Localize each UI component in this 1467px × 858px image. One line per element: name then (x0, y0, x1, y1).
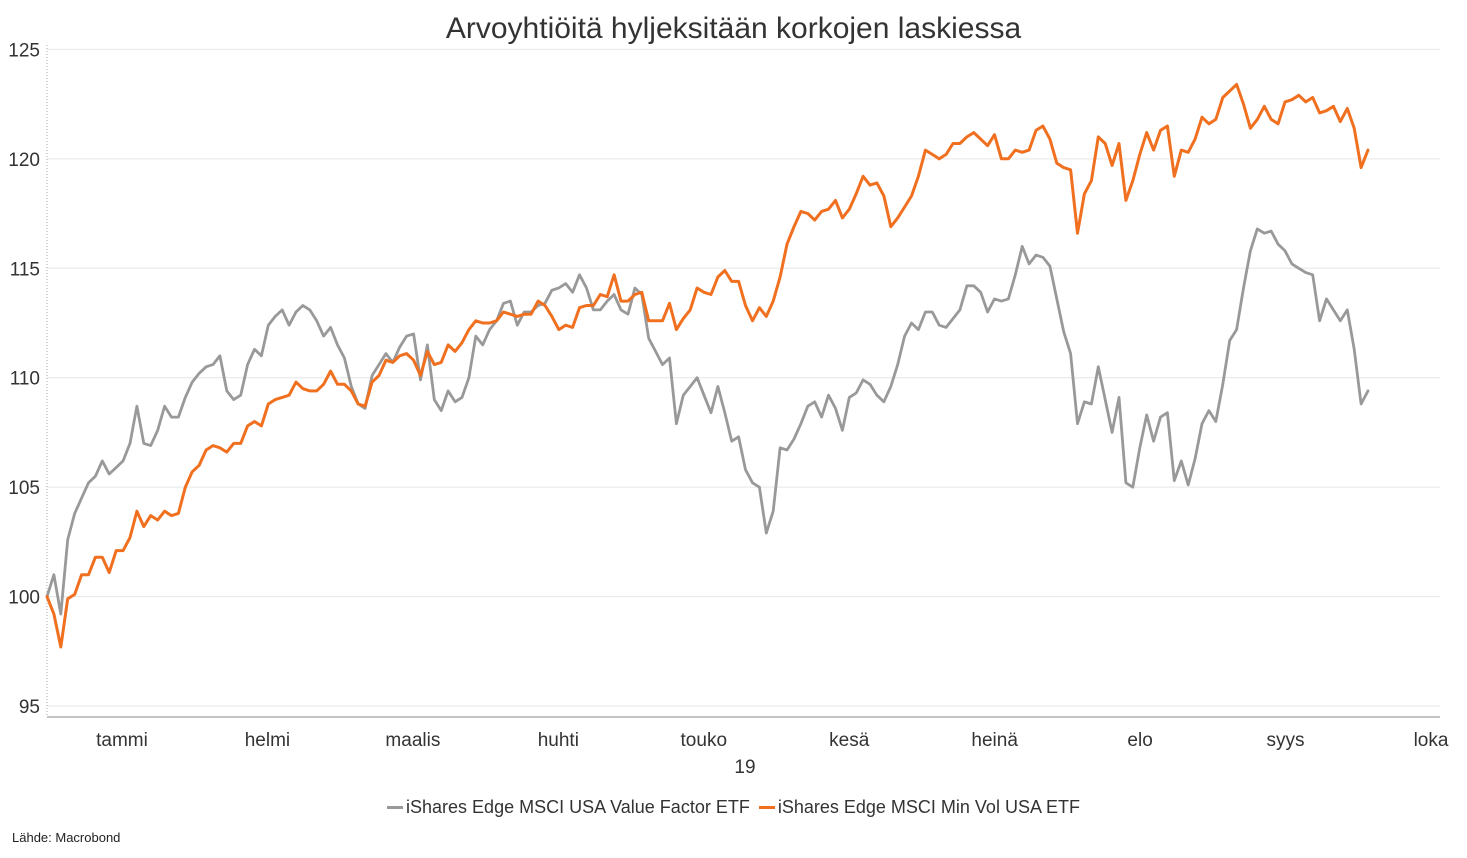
x-tick-label-huhti: huhti (538, 730, 579, 751)
x-tick-label-touko: touko (681, 730, 727, 751)
y-tick-label-115: 115 (10, 259, 40, 280)
series-line-value-factor (45, 227, 1370, 616)
gridlines (47, 48, 1440, 707)
y-tick-label-95: 95 (19, 697, 40, 718)
x-tick-label-helmi: helmi (245, 730, 290, 751)
chart-title: Arvoyhtiöitä hyljeksitään korkojen laski… (445, 12, 1022, 45)
tick-labels: 95 100 105 110 115 120 125 tammi helmi maalis huht… (8, 40, 1449, 778)
x-tick-label-kesä: kesä (829, 730, 870, 751)
x-tick-label-syys: syys (1267, 730, 1305, 751)
y-tick-label-105: 105 (8, 478, 40, 499)
axes (46, 45, 1440, 718)
y-tick-label-120: 120 (8, 150, 40, 171)
y-tick-label-125: 125 (8, 40, 40, 61)
x-tick-label-tammi: tammi (96, 730, 148, 751)
x-tick-label-loka: loka (1414, 730, 1449, 751)
x-tick-label-heinä: heinä (971, 730, 1018, 751)
y-tick-label-110: 110 (10, 369, 40, 390)
series-lines (45, 82, 1370, 649)
series-line-min-vol (45, 82, 1370, 649)
legend-label-value-factor: iShares Edge MSCI USA Value Factor ETF (406, 797, 750, 817)
legend-item-value-factor: iShares Edge MSCI USA Value Factor ETF (387, 797, 750, 818)
x-year-label: 19 (734, 757, 755, 778)
legend-swatch-min-vol (758, 806, 775, 809)
x-tick-label-elo: elo (1127, 730, 1152, 751)
x-tick-label-maalis: maalis (385, 730, 440, 751)
source-note: Lähde: Macrobond (12, 830, 121, 845)
legend-label-min-vol: iShares Edge MSCI Min Vol USA ETF (777, 797, 1080, 817)
legend-swatch-value-factor (387, 806, 404, 809)
legend-item-min-vol: iShares Edge MSCI Min Vol USA ETF (758, 797, 1080, 818)
legend: iShares Edge MSCI USA Value Factor ETF i… (0, 793, 1467, 818)
y-tick-label-100: 100 (8, 588, 40, 609)
